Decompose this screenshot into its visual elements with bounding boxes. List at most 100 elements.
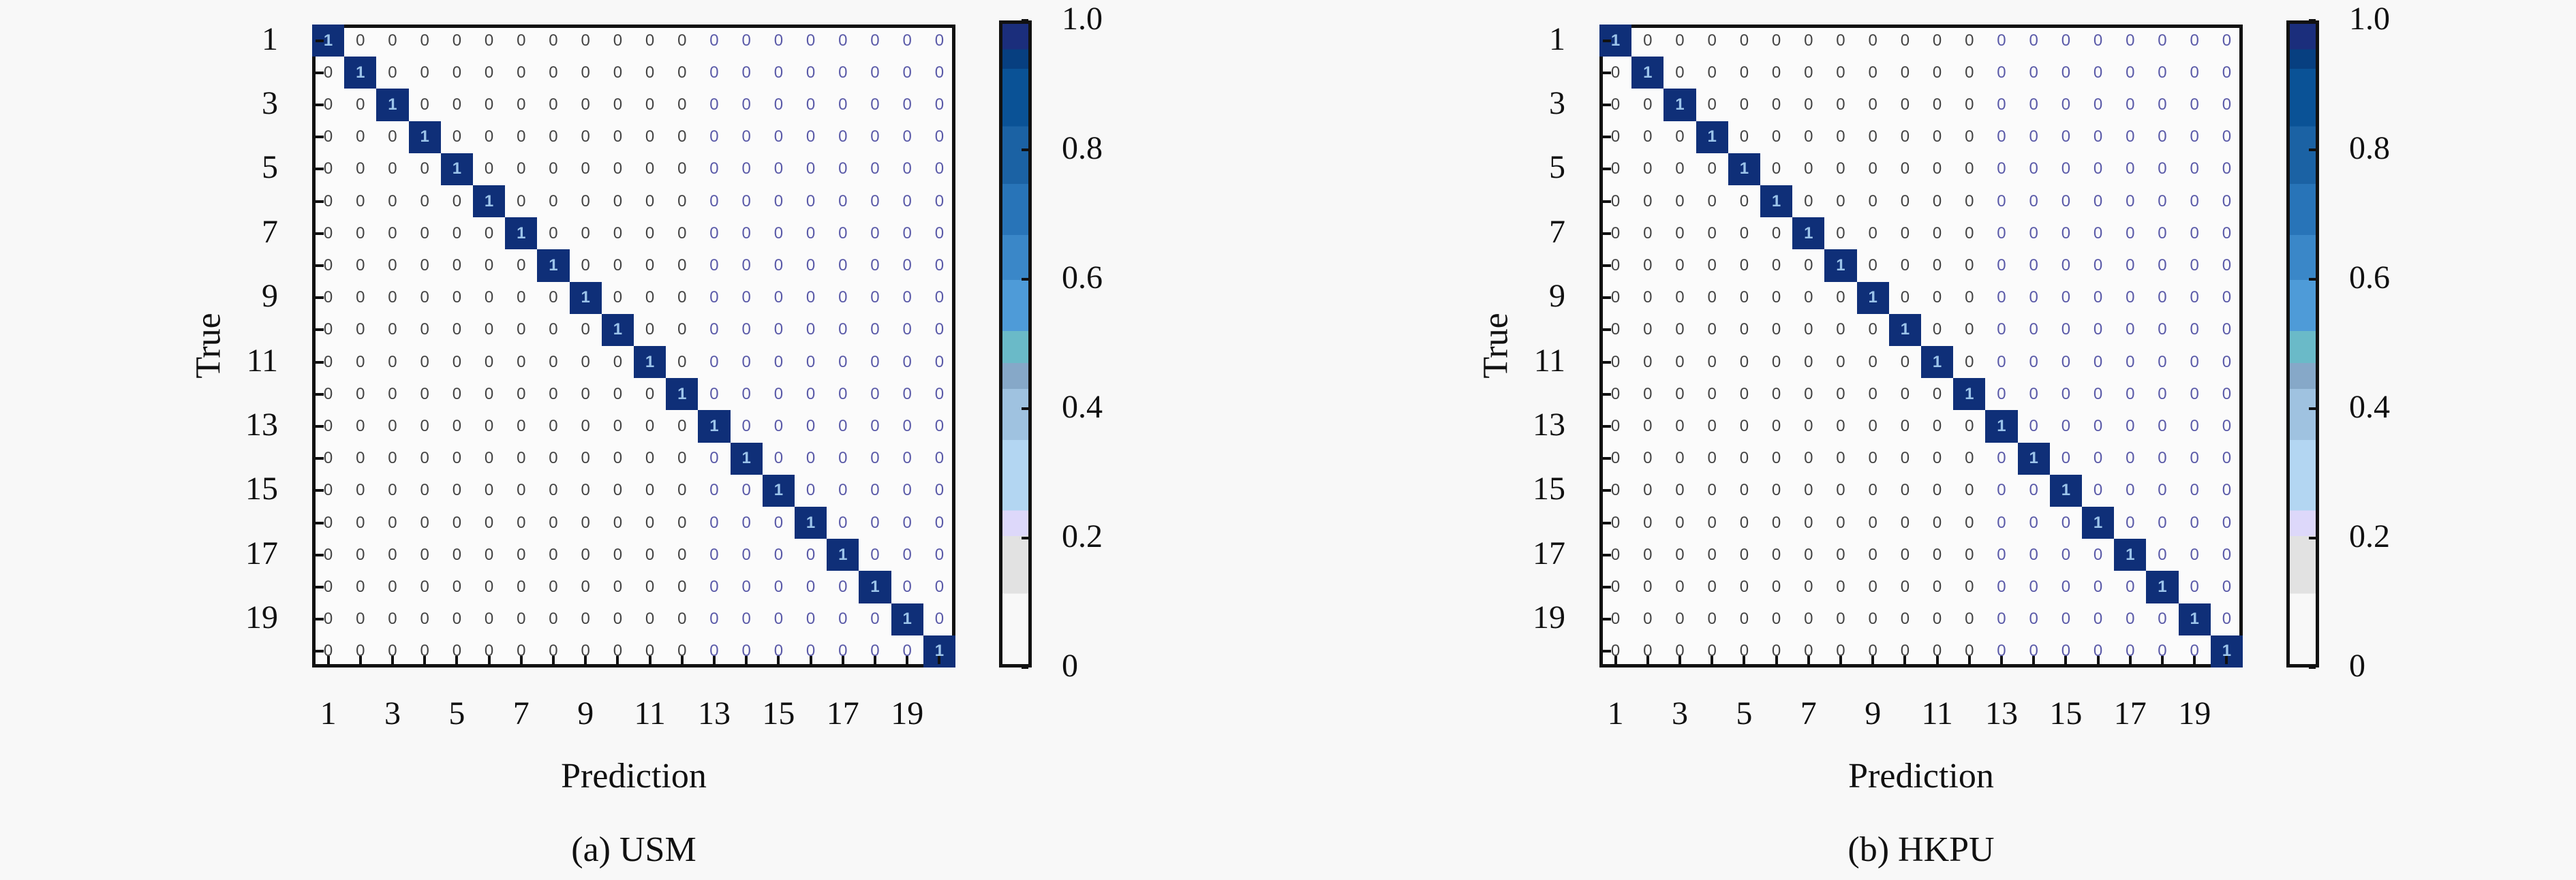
x-tick-mark bbox=[1935, 656, 1939, 664]
matrix-cell-4-8: 0 bbox=[1836, 127, 1845, 146]
matrix-cell-16-20: 0 bbox=[934, 513, 945, 532]
matrix-cell-19-6: 0 bbox=[1771, 610, 1781, 629]
matrix-cell-15-12: 0 bbox=[1965, 481, 1974, 500]
matrix-cell-20-8: 0 bbox=[1836, 642, 1845, 661]
matrix-cell-16-16: 1 bbox=[2082, 507, 2115, 539]
matrix-cell-1-17: 0 bbox=[838, 31, 848, 50]
matrix-cell-19-4: 0 bbox=[1707, 610, 1717, 629]
matrix-cell-17-6: 0 bbox=[1771, 545, 1781, 564]
matrix-cell-3-18: 0 bbox=[2158, 95, 2167, 114]
matrix-cell-2-19: 0 bbox=[902, 63, 912, 82]
matrix-cell-6-4: 0 bbox=[420, 191, 429, 210]
matrix-cell-11-7: 0 bbox=[517, 352, 526, 371]
matrix-cell-9-4: 0 bbox=[1707, 288, 1717, 307]
matrix-cell-16-1: 0 bbox=[1610, 513, 1621, 532]
matrix-cell-18-3: 0 bbox=[388, 577, 397, 596]
y-tick-label: 3 bbox=[1549, 85, 1565, 121]
matrix-cell-3-7: 0 bbox=[1804, 95, 1813, 114]
colorbar-tick-label: 0.2 bbox=[1062, 518, 1103, 554]
matrix-cell-16-1: 0 bbox=[323, 513, 333, 532]
matrix-cell-8-12: 0 bbox=[677, 255, 687, 274]
x-tick-mark bbox=[1903, 656, 1907, 664]
matrix-cell-19-7: 0 bbox=[1804, 610, 1813, 629]
y-tick-mark bbox=[316, 521, 324, 524]
matrix-cell-16-17: 0 bbox=[2126, 513, 2135, 532]
matrix-cell-13-15: 0 bbox=[773, 416, 784, 435]
matrix-cell-6-17: 0 bbox=[838, 191, 848, 210]
matrix-cell-7-15: 0 bbox=[773, 223, 784, 242]
y-tick-label: 19 bbox=[245, 599, 278, 636]
matrix-cell-19-1: 0 bbox=[1610, 610, 1621, 629]
matrix-cell-18-7: 0 bbox=[1804, 577, 1813, 596]
matrix-cell-19-8: 0 bbox=[549, 610, 558, 629]
matrix-cell-12-6: 0 bbox=[1771, 384, 1781, 403]
x-tick-label: 11 bbox=[1921, 695, 1953, 732]
matrix-cell-19-11: 0 bbox=[1932, 610, 1942, 629]
y-tick-label: 9 bbox=[1549, 278, 1565, 315]
x-tick-mark bbox=[2193, 656, 2196, 664]
matrix-cell-9-20: 0 bbox=[934, 288, 945, 307]
matrix-cell-13-5: 0 bbox=[1739, 416, 1749, 435]
matrix-cell-17-17: 1 bbox=[2114, 539, 2147, 571]
x-tick-mark bbox=[1775, 656, 1778, 664]
x-tick-mark bbox=[2032, 656, 2036, 664]
matrix-cell-4-14: 0 bbox=[2029, 127, 2038, 146]
matrix-cell-9-8: 0 bbox=[1836, 288, 1845, 307]
matrix-cell-2-9: 0 bbox=[1868, 63, 1877, 82]
x-axis-label: Prediction bbox=[1848, 757, 1994, 796]
matrix-cell-9-6: 0 bbox=[484, 288, 494, 307]
matrix-cell-7-9: 0 bbox=[581, 223, 590, 242]
colorbar-tick-label: 0.6 bbox=[2349, 260, 2390, 296]
matrix-cell-15-15: 1 bbox=[2049, 474, 2082, 507]
matrix-cell-1-19: 0 bbox=[2190, 31, 2199, 50]
y-tick-mark bbox=[1603, 521, 1611, 524]
x-tick-label: 3 bbox=[1672, 695, 1688, 732]
matrix-cell-1-6: 0 bbox=[484, 31, 494, 50]
matrix-cell-1-12: 0 bbox=[1965, 31, 1974, 50]
matrix-cell-2-17: 0 bbox=[838, 63, 848, 82]
matrix-cell-4-15: 0 bbox=[2061, 127, 2071, 146]
matrix-cell-14-16: 0 bbox=[806, 449, 816, 468]
matrix-cell-17-20: 0 bbox=[2222, 545, 2232, 564]
matrix-cell-11-12: 0 bbox=[677, 352, 687, 371]
matrix-cell-20-12: 0 bbox=[1965, 642, 1974, 661]
matrix-cell-5-16: 0 bbox=[2093, 159, 2103, 178]
matrix-cell-4-7: 0 bbox=[1804, 127, 1813, 146]
matrix-cell-6-18: 0 bbox=[870, 191, 880, 210]
matrix-cell-12-19: 0 bbox=[902, 384, 912, 403]
matrix-cell-19-3: 0 bbox=[1675, 610, 1685, 629]
matrix-cell-14-15: 0 bbox=[2061, 449, 2071, 468]
matrix-cell-3-9: 0 bbox=[581, 95, 590, 114]
matrix-cell-19-13: 0 bbox=[1997, 610, 2006, 629]
matrix-cell-16-2: 0 bbox=[1643, 513, 1653, 532]
matrix-cell-10-7: 0 bbox=[517, 320, 526, 339]
matrix-cell-5-5: 1 bbox=[440, 153, 473, 185]
matrix-cell-3-9: 0 bbox=[1868, 95, 1877, 114]
matrix-cell-17-13: 0 bbox=[709, 545, 719, 564]
matrix-cell-12-1: 0 bbox=[323, 384, 333, 403]
matrix-cell-13-3: 0 bbox=[388, 416, 397, 435]
matrix-cell-16-6: 0 bbox=[1771, 513, 1781, 532]
matrix-cell-16-8: 0 bbox=[1836, 513, 1845, 532]
y-tick-mark bbox=[1603, 328, 1611, 332]
x-tick-mark bbox=[423, 656, 427, 664]
colorbar-tick-label: 1.0 bbox=[2349, 1, 2390, 37]
matrix-cell-13-17: 0 bbox=[838, 416, 848, 435]
matrix-cell-20-9: 0 bbox=[1868, 642, 1877, 661]
matrix-cell-14-8: 0 bbox=[1836, 449, 1845, 468]
matrix-cell-5-11: 0 bbox=[1932, 159, 1942, 178]
matrix-cell-12-11: 0 bbox=[645, 384, 655, 403]
matrix-cell-18-17: 0 bbox=[2126, 577, 2135, 596]
matrix-cell-9-5: 0 bbox=[1739, 288, 1749, 307]
matrix-cell-13-20: 0 bbox=[934, 416, 945, 435]
matrix-cell-9-14: 0 bbox=[2029, 288, 2038, 307]
matrix-cell-19-20: 0 bbox=[934, 610, 945, 629]
matrix-cell-1-5: 0 bbox=[1739, 31, 1749, 50]
x-tick-mark bbox=[584, 656, 587, 664]
matrix-cell-2-4: 0 bbox=[1707, 63, 1717, 82]
matrix-cell-2-14: 0 bbox=[2029, 63, 2038, 82]
matrix-cell-4-9: 0 bbox=[581, 127, 590, 146]
matrix-cell-7-10: 0 bbox=[1900, 223, 1910, 242]
y-tick-mark bbox=[316, 328, 324, 332]
